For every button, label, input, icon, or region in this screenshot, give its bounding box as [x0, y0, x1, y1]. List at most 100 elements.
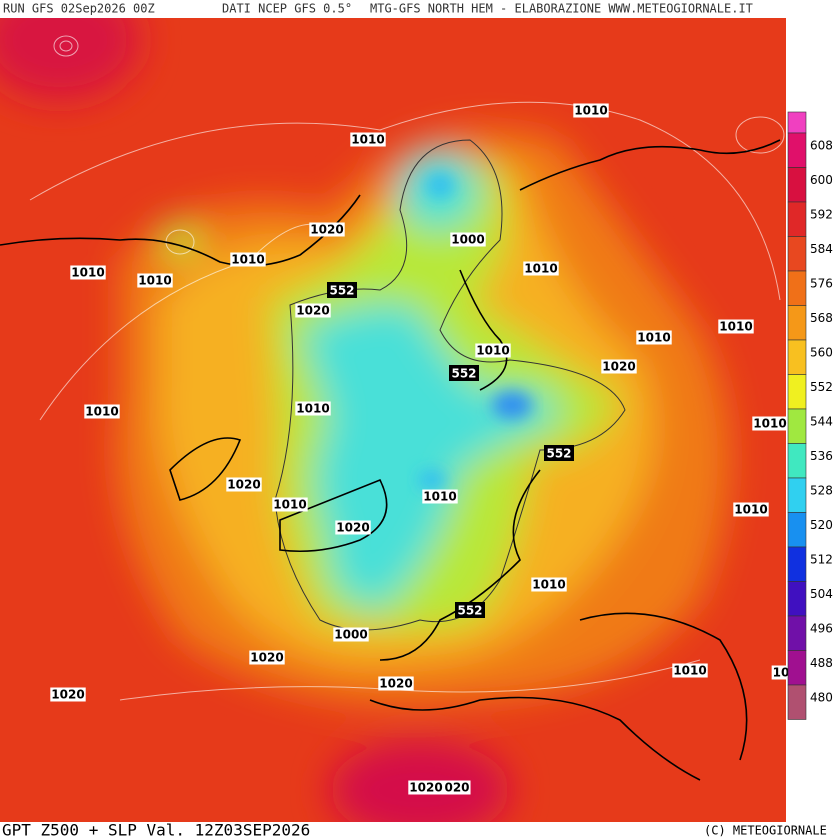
slp-label: 1010 — [296, 402, 329, 416]
slp-label: 1010 — [71, 266, 104, 280]
label-bg — [309, 222, 345, 237]
label-bg — [408, 780, 444, 795]
colorbar-tick-label: 480 — [810, 691, 833, 705]
slp-label: 1010 — [574, 104, 607, 118]
label-bg — [137, 273, 173, 288]
colorbar-tick-label: 496 — [810, 622, 833, 636]
label-box — [544, 445, 574, 461]
label-bg — [752, 416, 788, 431]
colorbar-swatch — [787, 650, 807, 686]
slp-label: 1020 — [409, 781, 442, 795]
label-bg — [601, 359, 637, 374]
copyright: (C) METEOGIORNALE — [704, 824, 827, 838]
slp-label: 1020 — [227, 478, 260, 492]
colorbar-swatch — [787, 374, 807, 410]
colorbar-tick-label: 584 — [810, 242, 833, 256]
slp-label: 1010 — [423, 490, 456, 504]
label-box — [455, 602, 485, 618]
colorbar-tick-label: 600 — [810, 173, 833, 187]
label-bg — [443, 780, 471, 795]
label-bg — [531, 577, 567, 592]
label-bg — [771, 665, 791, 680]
slp-label: 1010 — [524, 262, 557, 276]
slp-label: 1020 — [51, 688, 84, 702]
label-bg — [295, 401, 331, 416]
label-bg — [226, 477, 262, 492]
colorbar-tick-label: 528 — [810, 484, 833, 498]
slp-label: 10 — [773, 666, 790, 680]
z500-label: 552 — [329, 284, 354, 298]
slp-label: 020 — [444, 781, 469, 795]
colorbar-swatch — [787, 443, 807, 479]
z552-contour — [274, 139, 626, 631]
slp-label: 1010 — [734, 503, 767, 517]
colorbar-swatch — [787, 684, 807, 720]
slp-label: 1020 — [379, 677, 412, 691]
colorbar-tick-label: 560 — [810, 346, 833, 360]
colorbar-tick-label: 488 — [810, 656, 833, 670]
colorbar-tick-label: 504 — [810, 587, 833, 601]
coastlines — [0, 139, 781, 781]
slp-label: 1020 — [336, 521, 369, 535]
colorbar: 608 600 592 584 576 568 560 552 544 536 528 520 512 5… — [787, 111, 833, 720]
colorbar-tick-label: 544 — [810, 415, 833, 429]
colorbar-tick-label: 512 — [810, 553, 833, 567]
label-bg — [573, 103, 609, 118]
z500-label: 552 — [546, 447, 571, 461]
label-bg — [335, 520, 371, 535]
label-bg — [450, 232, 486, 247]
colorbar-swatch — [787, 305, 807, 341]
colorbar-swatch — [787, 111, 807, 134]
label-bg — [523, 261, 559, 276]
colorbar-swatch — [787, 546, 807, 582]
label-bg — [733, 502, 769, 517]
map-title: GPT Z500 + SLP Val. 12Z03SEP2026 — [2, 821, 310, 840]
label-box — [327, 282, 357, 298]
slp-label: 1020 — [310, 223, 343, 237]
label-bg — [636, 330, 672, 345]
slp-label: 1020 — [602, 360, 635, 374]
z500-label: 552 — [457, 604, 482, 618]
colorbar-swatch — [787, 512, 807, 548]
slp-label: 1010 — [753, 417, 786, 431]
colorbar-tick-label: 552 — [810, 380, 833, 394]
colorbar-swatch — [787, 339, 807, 375]
credit: MTG-GFS NORTH HEM - ELABORAZIONE WWW.MET… — [370, 2, 753, 16]
slp-label: 1000 — [334, 628, 367, 642]
slp-label: 1010 — [719, 320, 752, 334]
label-bg — [333, 627, 369, 642]
colorbar-swatch — [787, 270, 807, 306]
slp-label: 1010 — [138, 274, 171, 288]
label-bg — [475, 343, 511, 358]
slp-label: 1020 — [250, 651, 283, 665]
map-labels: 1010 1010 1020 1000 1010 1010 1010 1010 552 1020 1… — [50, 103, 791, 795]
slp-label: 1010 — [85, 405, 118, 419]
colorbar-tick-label: 568 — [810, 311, 833, 325]
z500-label: 552 — [451, 367, 476, 381]
label-bg — [230, 252, 266, 267]
slp-label: 1000 — [451, 233, 484, 247]
colorbar-swatch — [787, 615, 807, 651]
run-info: RUN GFS 02Sep2026 00Z — [3, 2, 155, 16]
colorbar-swatch — [787, 581, 807, 617]
label-bg — [50, 687, 86, 702]
colorbar-swatch — [787, 167, 807, 203]
label-bg — [249, 650, 285, 665]
label-bg — [295, 303, 331, 318]
colorbar-swatch — [787, 201, 807, 237]
colorbar-tick-label: 520 — [810, 518, 833, 532]
label-bg — [350, 132, 386, 147]
colorbar-swatch — [787, 132, 807, 168]
slp-label: 1010 — [351, 133, 384, 147]
label-bg — [272, 497, 308, 512]
colorbar-tick-label: 608 — [810, 139, 833, 153]
field — [0, 18, 786, 822]
slp-label: 1010 — [273, 498, 306, 512]
data-source: DATI NCEP GFS 0.5° — [222, 2, 352, 16]
colorbar-swatch — [787, 408, 807, 444]
label-bg — [70, 265, 106, 280]
slp-label: 1010 — [673, 664, 706, 678]
label-box — [449, 365, 479, 381]
